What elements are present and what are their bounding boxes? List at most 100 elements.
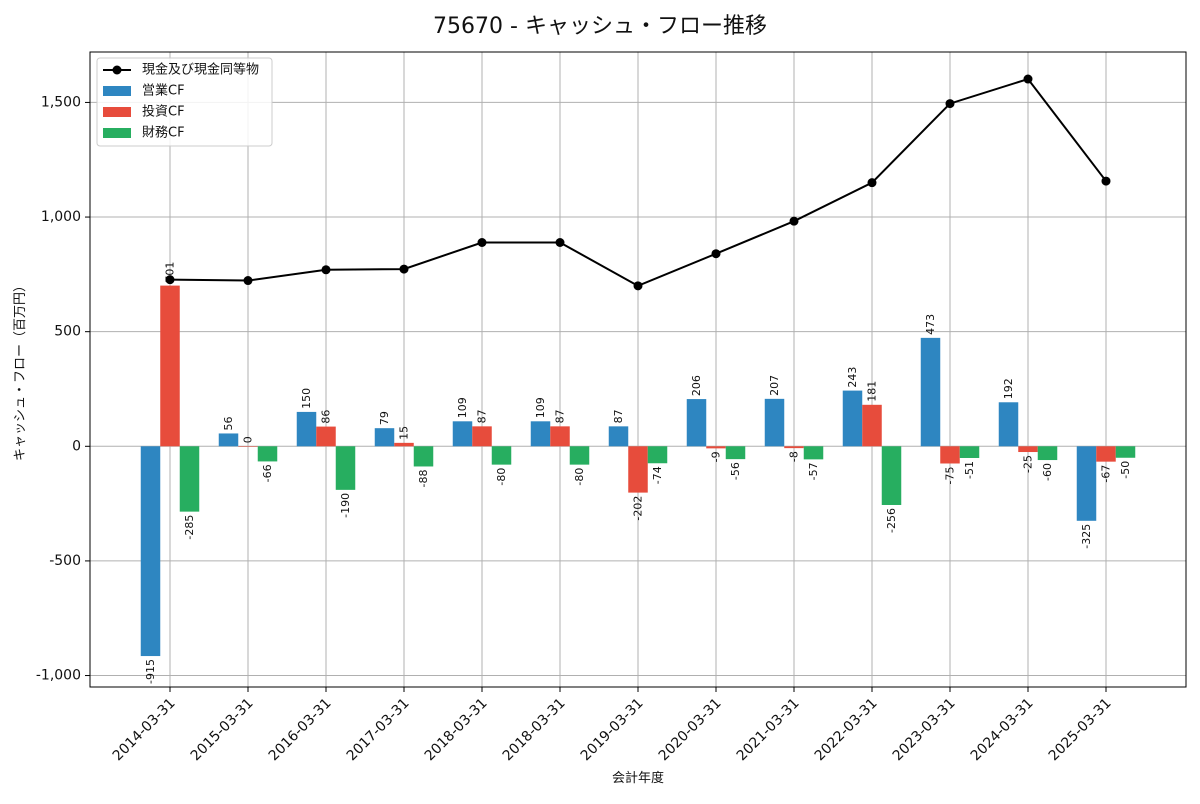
bar-investing — [1018, 446, 1038, 453]
cash-line-point — [711, 249, 721, 259]
legend-bar-swatch — [103, 128, 131, 138]
x-axis: 2014-03-31 2015-03-31 2016-03-31 2017-03-31… — [110, 687, 1115, 764]
bar-financing — [1037, 446, 1058, 461]
bar-value-label: -75 — [944, 466, 957, 484]
bar-value-label: 192 — [1002, 378, 1015, 399]
bar-operating — [218, 433, 239, 447]
x-tick-label: 2020-03-31 — [656, 695, 725, 764]
bar-investing — [862, 404, 882, 447]
legend-bar-swatch — [103, 86, 131, 96]
bar-value-label: -67 — [1100, 465, 1113, 483]
y-tick-label: 1,500 — [41, 94, 81, 110]
cash-line-point — [321, 265, 331, 275]
bar-value-label: -51 — [963, 461, 976, 479]
bar-investing — [160, 285, 180, 447]
x-tick-label: 2019-03-31 — [578, 695, 647, 764]
bar-value-label: 87 — [554, 409, 567, 423]
bar-operating — [920, 337, 941, 447]
bar-investing — [394, 442, 414, 447]
bar-value-label: 0 — [242, 436, 255, 443]
x-tick-label: 2024-03-31 — [968, 695, 1037, 764]
x-tick-label: 2021-03-31 — [734, 695, 803, 764]
bar-value-label: -190 — [339, 493, 352, 518]
legend-label: 財務CF — [142, 126, 185, 141]
bar-value-label: 150 — [300, 388, 313, 409]
legend-label: 営業CF — [142, 83, 185, 99]
bar-value-label: -915 — [144, 659, 157, 684]
bar-operating — [296, 411, 317, 447]
bar-investing — [628, 446, 648, 493]
x-tick-label: 2018-03-31 — [422, 695, 491, 764]
y-axis: -1,000 -500 0 500 1,000 1,500 — [36, 94, 90, 684]
bar-operating — [452, 421, 473, 447]
bar-value-label: -80 — [495, 468, 508, 486]
bar-financing — [1115, 446, 1136, 458]
bar-operating — [608, 426, 629, 447]
bar-value-label: 15 — [398, 426, 411, 440]
bar-value-label: -8 — [788, 451, 801, 462]
x-tick-label: 2023-03-31 — [890, 695, 959, 764]
bar-operating — [140, 446, 161, 657]
bar-value-label: 79 — [378, 411, 391, 425]
y-tick-label: 1,000 — [41, 209, 81, 225]
cash-line-point — [1101, 176, 1111, 186]
cash-line-point — [945, 99, 955, 109]
bar-operating — [998, 402, 1019, 447]
cash-line-point — [399, 264, 409, 274]
bar-value-label: 206 — [690, 375, 703, 396]
bar-investing — [1096, 446, 1116, 462]
bar-value-label: -9 — [710, 451, 723, 462]
cash-line-point — [1023, 74, 1033, 84]
bar-financing — [335, 446, 356, 490]
bar-investing — [472, 426, 492, 447]
legend-label: 投資CF — [142, 104, 185, 120]
bar-value-label: -202 — [632, 496, 645, 521]
bar-value-label: -88 — [417, 469, 430, 487]
bar-value-label: 181 — [866, 381, 879, 402]
bar-value-label: -57 — [807, 462, 820, 480]
bar-financing — [881, 446, 902, 505]
y-axis-label: キャッシュ・フロー（百万円） — [13, 279, 28, 461]
bar-financing — [647, 446, 668, 464]
legend-marker — [112, 65, 122, 75]
bar-value-label: -60 — [1041, 463, 1054, 481]
bar-value-label: -25 — [1022, 455, 1035, 473]
bar-financing — [257, 446, 278, 462]
bar-value-label: 86 — [320, 410, 333, 424]
cash-line-point — [165, 275, 175, 285]
bar-financing — [725, 446, 746, 460]
bar-value-label: 56 — [222, 416, 235, 430]
bar-operating — [530, 421, 551, 447]
x-axis-label: 会計年度 — [612, 770, 664, 786]
bar-value-label: -256 — [885, 508, 898, 533]
bar-value-label: 207 — [768, 375, 781, 396]
y-tick-label: -500 — [49, 553, 81, 569]
bar-value-label: -56 — [729, 462, 742, 480]
bar-value-label: 109 — [534, 397, 547, 418]
cash-line-point — [633, 281, 643, 291]
bar-financing — [803, 446, 824, 460]
bar-investing — [940, 446, 960, 464]
y-tick-label: 500 — [54, 324, 81, 340]
bar-value-label: 473 — [924, 314, 937, 335]
x-tick-label: 2014-03-31 — [110, 695, 179, 764]
bar-value-label: 109 — [456, 397, 469, 418]
bar-financing — [959, 446, 980, 458]
bar-investing — [706, 446, 726, 449]
x-tick-label: 2018-03-31 — [500, 695, 569, 764]
bar-financing — [569, 446, 590, 465]
x-tick-label: 2017-03-31 — [344, 695, 413, 764]
bar-investing — [316, 426, 336, 447]
cash-line-point — [867, 178, 877, 188]
bar-value-label: 87 — [476, 409, 489, 423]
legend-box — [96, 57, 273, 147]
y-tick-label: 0 — [72, 438, 81, 454]
x-tick-label: 2022-03-31 — [812, 695, 881, 764]
bar-operating — [764, 398, 785, 447]
bar-value-label: -50 — [1119, 461, 1132, 479]
bar-investing — [784, 446, 804, 449]
